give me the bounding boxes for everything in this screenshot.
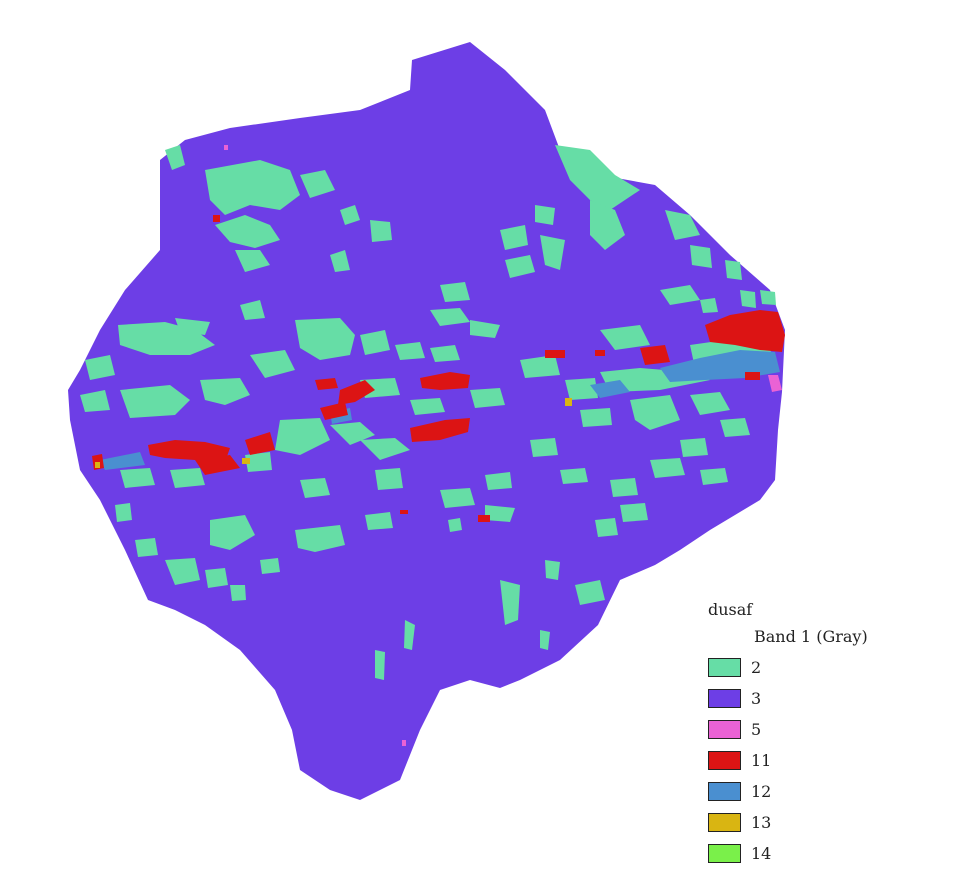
legend-item-12: 12 (708, 776, 948, 807)
legend-label: 14 (751, 844, 772, 863)
class-13-patches (95, 398, 572, 468)
legend-label: 2 (751, 658, 762, 677)
map-legend: dusaf Band 1 (Gray) 2 3 5 11 12 13 14 (708, 598, 948, 869)
legend-items: 2 3 5 11 12 13 14 (708, 652, 948, 869)
legend-label: 11 (751, 751, 772, 770)
legend-label: 3 (751, 689, 762, 708)
legend-item-3: 3 (708, 683, 948, 714)
class-2-patches (80, 145, 776, 680)
class-5-patches (224, 145, 782, 746)
legend-item-5: 5 (708, 714, 948, 745)
legend-swatch (708, 720, 741, 739)
class-11-patches (92, 215, 785, 522)
legend-label: 13 (751, 813, 772, 832)
legend-layer-name: dusaf (708, 600, 753, 619)
legend-swatch (708, 658, 741, 677)
legend-item-2: 2 (708, 652, 948, 683)
legend-swatch (708, 689, 741, 708)
legend-band-label: Band 1 (Gray) (754, 627, 868, 646)
legend-label: 12 (751, 782, 772, 801)
legend-swatch (708, 813, 741, 832)
legend-swatch (708, 844, 741, 863)
legend-item-13: 13 (708, 807, 948, 838)
legend-item-11: 11 (708, 745, 948, 776)
legend-item-14: 14 (708, 838, 948, 869)
legend-swatch (708, 782, 741, 801)
legend-label: 5 (751, 720, 762, 739)
legend-swatch (708, 751, 741, 770)
